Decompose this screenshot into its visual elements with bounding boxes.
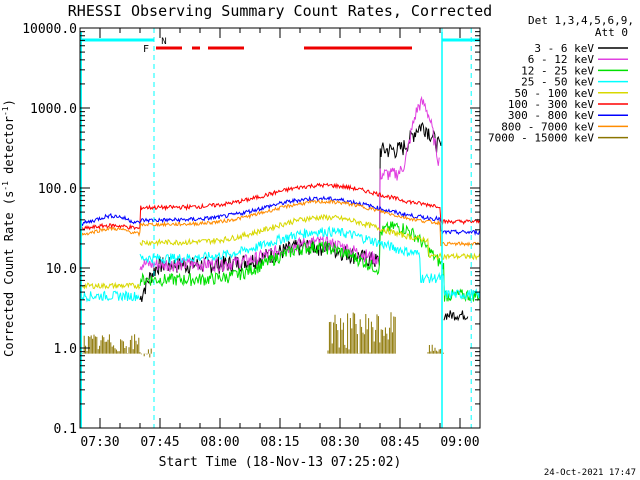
x-tick-label: 09:00: [440, 435, 479, 450]
y-tick-label: 1000.0: [30, 102, 77, 117]
x-axis-label: Start Time (18-Nov-13 07:25:02): [159, 455, 402, 470]
legend-label: 50 - 100 keV: [515, 87, 595, 100]
chart-title: RHESSI Observing Summary Count Rates, Co…: [68, 2, 492, 20]
y-tick-label: 10000.0: [22, 22, 77, 37]
x-axis: 07:30 07:45 08:00 08:15 08:30 08:45 09:00: [79, 28, 481, 450]
y-axis: 0.1 1.0 10.0 100.0 1000.0 10000.0: [22, 22, 480, 437]
legend-label: 7000 - 15000 keV: [488, 132, 594, 145]
legend-label: 25 - 50 keV: [521, 76, 594, 89]
x-tick-label: 07:45: [140, 435, 179, 450]
series-line-25-50-keV: [139, 225, 481, 300]
legend-label: 12 - 25 keV: [521, 64, 594, 77]
series-line-300-800-keV: [79, 195, 480, 236]
legend-label: 300 - 800 keV: [508, 109, 594, 122]
series-line-50-100-keV: [79, 281, 141, 290]
series-line-12-25-keV: [139, 221, 481, 303]
footer-date: 24-Oct-2021 17:47: [544, 468, 636, 478]
y-tick-label: 10.0: [46, 262, 77, 277]
legend-header-2: Att 0: [595, 26, 628, 39]
legend-label: 800 - 7000 keV: [501, 120, 594, 133]
series-line-50-100-keV: [139, 213, 481, 261]
series-line-3-6-keV: [443, 310, 469, 322]
y-axis-label: Corrected Count Rate (s-1 detector-1): [1, 99, 16, 357]
x-tick-label: 07:30: [80, 435, 119, 450]
y-tick-label: 0.1: [54, 422, 77, 437]
series-line-100-300-keV: [79, 182, 480, 231]
legend-label: 100 - 300 keV: [508, 98, 594, 111]
x-tick-label: 08:45: [380, 435, 419, 450]
series-layer: [79, 95, 481, 358]
y-tick-label: 100.0: [38, 182, 77, 197]
flare-flag-label: F: [143, 44, 149, 55]
legend-header-1: Det 1,3,4,5,6,9,: [528, 14, 634, 27]
x-tick-label: 08:30: [320, 435, 359, 450]
x-tick-label: 08:00: [200, 435, 239, 450]
x-tick-label: 08:15: [260, 435, 299, 450]
series-line-6-12-keV: [139, 95, 440, 274]
night-flag-label: N: [161, 37, 166, 47]
series-line-25-50-keV: [79, 290, 141, 303]
legend-label: 3 - 6 keV: [534, 42, 594, 55]
series-line-800-7000-keV: [79, 198, 480, 247]
y-tick-label: 1.0: [54, 342, 77, 357]
legend-label: 6 - 12 keV: [528, 53, 595, 66]
